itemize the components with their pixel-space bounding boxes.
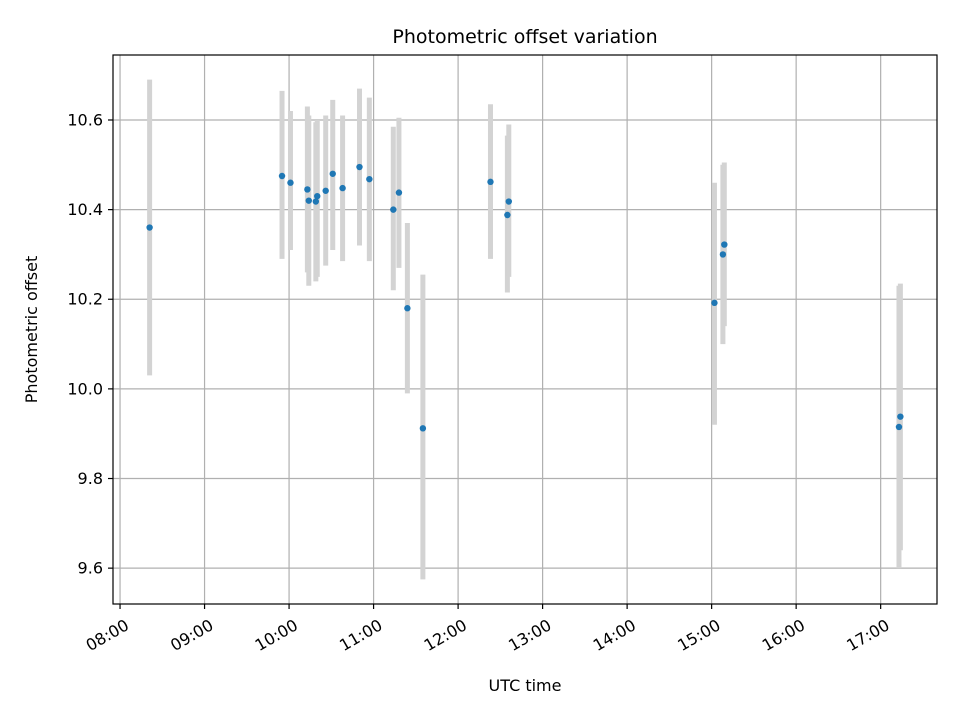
data-point: [895, 423, 903, 431]
y-tick-label: 9.6: [78, 559, 103, 578]
data-point: [711, 299, 718, 307]
y-tick-label: 10.2: [67, 290, 103, 309]
data-point: [721, 241, 728, 248]
data-point: [404, 305, 411, 312]
data-point: [505, 198, 513, 205]
x-axis-label: UTC time: [489, 676, 562, 695]
data-point: [504, 211, 511, 219]
plot-frame: [112, 54, 938, 605]
y-axis-ticks: 9.6 9.8 10.0 10.2 10.4 10.6: [67, 110, 113, 578]
data-point: [897, 413, 904, 420]
data-point: [322, 187, 329, 194]
data-point: [314, 192, 321, 200]
data-point: [366, 175, 373, 183]
data-points: [146, 163, 904, 432]
y-tick-label: 10.6: [67, 110, 103, 129]
y-axis-label: Photometric offset: [22, 256, 41, 404]
data-point: [287, 179, 294, 186]
grid: [113, 55, 937, 604]
y-tick-label: 10.4: [67, 200, 103, 219]
data-point: [329, 170, 336, 177]
data-point: [487, 178, 494, 186]
data-point: [305, 197, 312, 204]
y-tick-label: 10.0: [67, 379, 103, 398]
data-point: [304, 186, 311, 193]
data-point: [312, 198, 320, 205]
data-point: [719, 251, 727, 258]
data-point: [278, 172, 286, 180]
y-tick-label: 9.8: [78, 469, 103, 488]
data-point: [390, 206, 397, 213]
data-point: [356, 163, 363, 171]
data-point: [395, 189, 403, 196]
chart-title: Photometric offset variation: [392, 26, 657, 48]
data-point: [146, 224, 153, 231]
data-point: [419, 425, 427, 432]
data-point: [339, 184, 346, 192]
